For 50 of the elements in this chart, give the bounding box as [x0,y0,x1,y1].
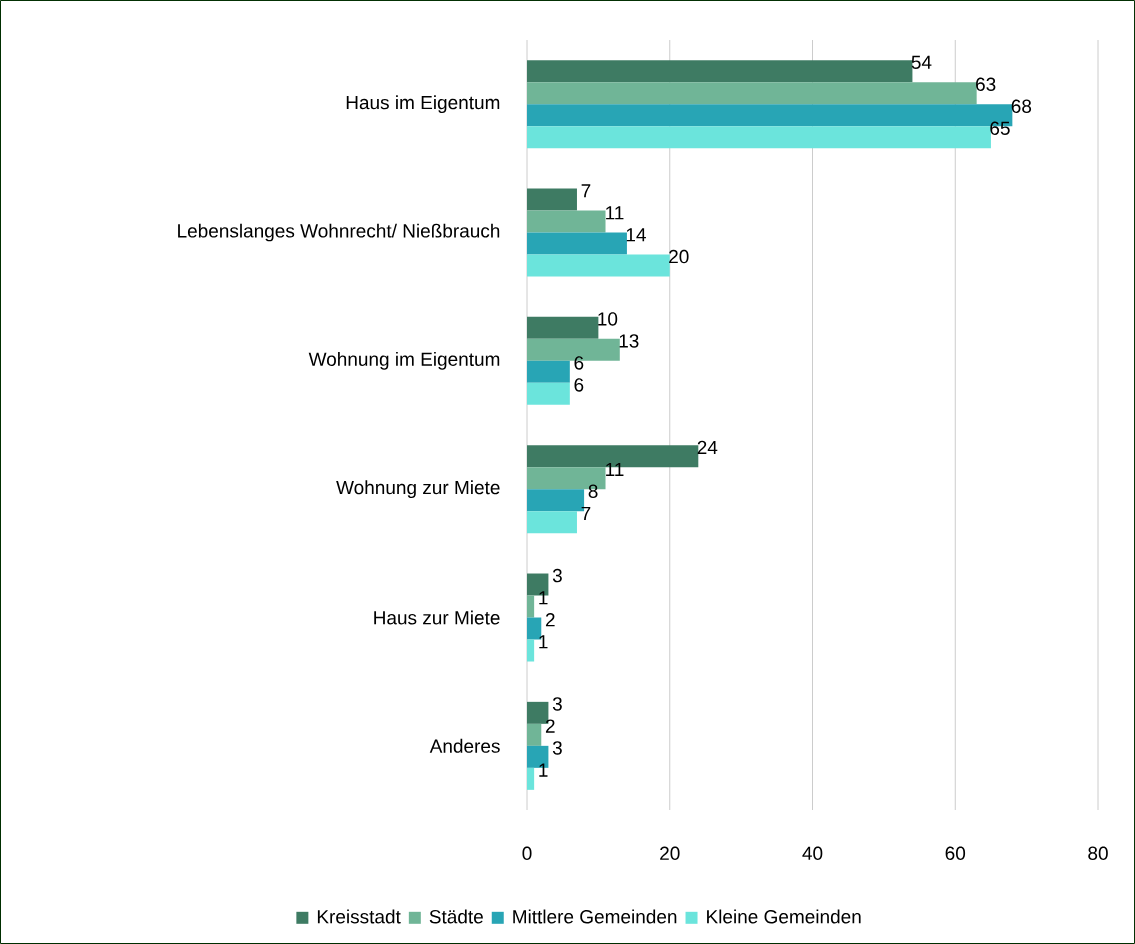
y-tick-label: Haus zur Miete [374,610,500,625]
data-label: 3 [552,697,562,711]
y-tick-label: Wohnung im Eigentum [308,351,500,370]
x-tick-label: 60 [945,846,966,860]
bar [527,232,627,255]
y-tick-label: Haus im Eigentum [346,95,500,114]
data-label: 20 [669,249,689,264]
bar [527,723,542,746]
x-tick-label: 20 [660,846,680,860]
legend-label: Kreisstadt [317,909,401,924]
bar [527,595,535,618]
data-label: 2 [545,719,555,733]
bar [527,316,599,339]
data-label: 7 [581,184,591,198]
data-label: 24 [697,440,718,454]
data-label: 14 [626,228,646,242]
data-label: 6 [574,378,584,392]
bar [527,511,577,534]
data-label: 63 [976,77,996,91]
y-tick-label: Lebenslanges Wohnrecht/ Nießbrauch [178,223,500,242]
bar [527,382,570,405]
data-label: 68 [1011,99,1032,113]
bar [527,210,606,233]
data-label: 13 [619,334,639,348]
x-tick-label: 80 [1088,846,1108,860]
bar [527,126,991,149]
x-tick-label: 0 [522,846,532,860]
data-label: 1 [539,635,548,649]
data-label: 1 [539,591,548,605]
legend-label: Städte [429,909,483,924]
y-tick-label: Wohnung zur Miete [336,480,500,499]
bar [527,360,570,383]
y-tick-label: Anderes [429,738,500,753]
bar [527,639,535,662]
data-label: 3 [552,741,562,755]
bar [527,60,913,83]
x-tick-label: 40 [802,846,823,860]
data-label: 2 [545,613,555,627]
legend-label: Kleine Gemeinden [707,909,861,924]
data-label: 10 [598,312,618,326]
data-label: 7 [581,506,591,520]
data-label: 11 [606,206,624,220]
bar [527,188,577,211]
bar [527,82,977,105]
bar [527,254,670,277]
bar [527,767,535,790]
data-label: 3 [552,568,562,583]
legend-label: Mittlere Gemeinden [513,909,677,924]
data-label: 6 [574,356,584,370]
data-label: 54 [911,55,932,69]
